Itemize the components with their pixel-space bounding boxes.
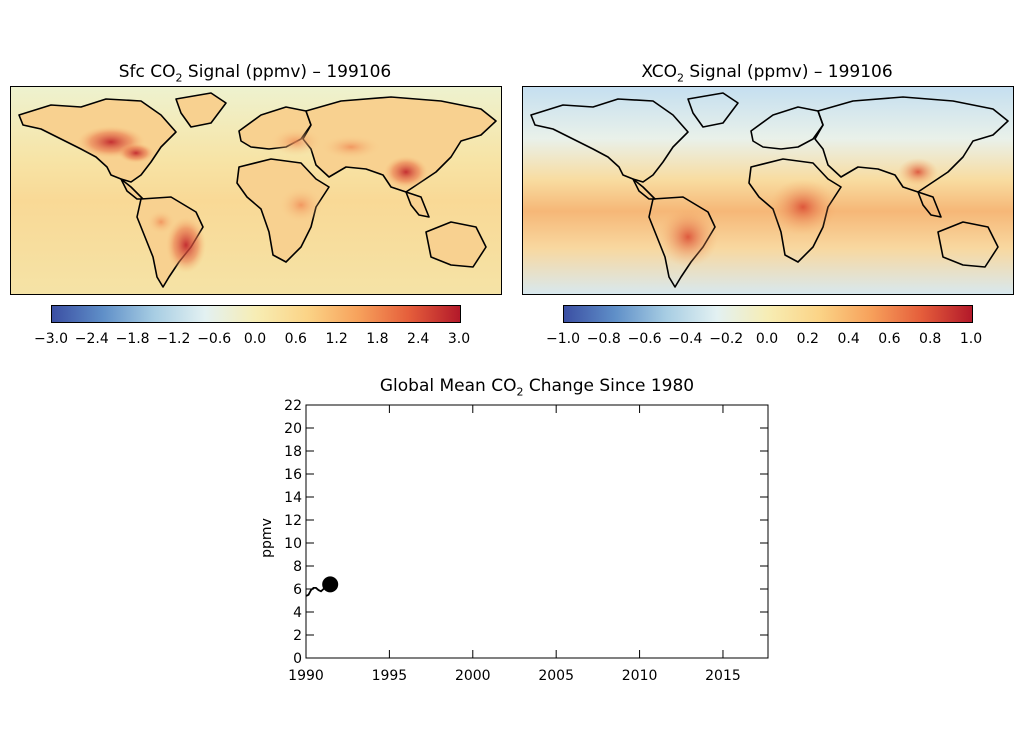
right-asia — [814, 96, 1009, 193]
y-tick-label: 2 — [293, 628, 302, 644]
y-axis-label: ppmv — [259, 518, 275, 558]
right-australia — [937, 221, 999, 268]
right-colorbar-tick-4: −0.2 — [709, 331, 744, 347]
y-tick-label: 16 — [284, 467, 302, 483]
left-colorbar-tick-0: −3.0 — [34, 331, 68, 347]
left-signal-hotspots — [77, 126, 428, 273]
right-north-america — [530, 98, 689, 183]
right-colorbar-tick-3: −0.4 — [668, 331, 703, 347]
left-map — [10, 86, 502, 295]
y-tick-label: 22 — [284, 398, 302, 414]
left-colorbar-tick-5: 0.0 — [243, 331, 267, 347]
right-map-title: XCO2 Signal (ppmv) – 199106 — [641, 62, 893, 85]
y-tick-label: 12 — [284, 513, 302, 529]
y-axis: 0 2 4 6 8 10 12 14 16 18 20 22 — [284, 398, 768, 667]
left-colorbar-tick-4: −0.6 — [197, 331, 232, 347]
y-tick-label: 0 — [293, 651, 302, 667]
right-colorbar — [563, 305, 973, 323]
right-map — [522, 86, 1014, 295]
right-africa — [748, 158, 842, 263]
x-tick-label: 2005 — [538, 668, 574, 684]
current-point-marker — [322, 576, 339, 593]
left-colorbar-tick-6: 0.6 — [284, 331, 307, 347]
left-map-title: Sfc CO2 Signal (ppmv) – 199106 — [118, 62, 392, 85]
y-tick-label: 4 — [293, 605, 302, 621]
left-colorbar-tick-8: 1.8 — [366, 331, 389, 347]
x-axis: 1990 1995 2000 2005 2010 2015 — [288, 405, 741, 684]
left-continents — [18, 92, 497, 288]
right-colorbar-tick-5: 0.0 — [755, 331, 779, 347]
y-tick-label: 8 — [293, 559, 302, 575]
right-signal-hotspots — [658, 158, 938, 267]
right-colorbar-tick-1: −0.8 — [586, 331, 621, 347]
left-colorbar-tick-2: −1.8 — [115, 331, 150, 347]
right-continents — [530, 92, 1009, 288]
left-colorbar-tick-7: 1.2 — [325, 331, 348, 347]
right-colorbar-tick-7: 0.4 — [837, 331, 860, 347]
x-tick-label: 2010 — [622, 668, 658, 684]
left-colorbar-tick-3: −1.2 — [156, 331, 191, 347]
right-colorbar-tick-8: 0.6 — [878, 331, 901, 347]
right-colorbar-tick-10: 1.0 — [959, 331, 983, 347]
right-map-field — [523, 87, 1013, 294]
y-tick-label: 18 — [284, 444, 302, 460]
y-tick-label: 10 — [284, 536, 302, 552]
right-indochina — [917, 191, 942, 218]
y-tick-label: 6 — [293, 582, 302, 598]
left-colorbar-tick-1: −2.4 — [74, 331, 109, 347]
y-tick-label: 14 — [284, 490, 302, 506]
x-tick-label: 2015 — [705, 668, 741, 684]
left-indochina — [405, 191, 430, 218]
right-greenland — [687, 92, 739, 128]
right-south-america — [648, 196, 716, 288]
plot-frame — [305, 404, 769, 659]
chart-title: Global Mean CO2 Change Since 1980 — [379, 376, 695, 399]
left-colorbar-tick-9: 2.4 — [407, 331, 430, 347]
y-tick-label: 20 — [284, 421, 302, 437]
x-tick-label: 2000 — [455, 668, 491, 684]
left-colorbar-tick-10: 3.0 — [447, 331, 471, 347]
right-colorbar-tick-9: 0.8 — [919, 331, 942, 347]
right-colorbar-tick-2: −0.6 — [627, 331, 662, 347]
left-australia — [425, 221, 487, 268]
left-greenland — [175, 92, 227, 128]
right-europe — [750, 106, 824, 150]
right-colorbar-tick-6: 0.2 — [796, 331, 819, 347]
x-tick-label: 1990 — [288, 668, 324, 684]
left-colorbar — [51, 305, 461, 323]
x-tick-label: 1995 — [372, 668, 408, 684]
right-colorbar-tick-0: −1.0 — [546, 331, 580, 347]
